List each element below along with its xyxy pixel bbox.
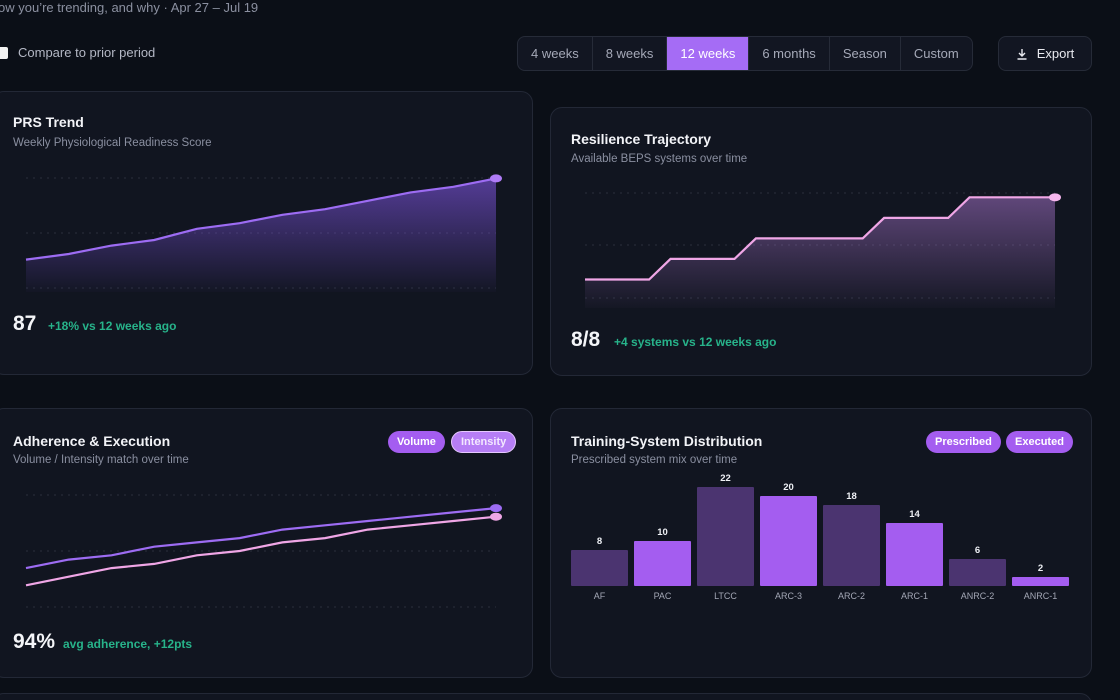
bar-value-anrc-2: 6 [975,545,980,556]
bar-label-arc-3: ARC-3 [775,591,802,601]
adherence-value: 94% [13,630,56,653]
range-8-weeks[interactable]: 8 weeks [593,37,668,70]
bar-pac [634,541,691,586]
adherence-delta: avg adherence, +12pts [63,637,193,651]
bar-arc-2 [823,505,880,586]
legend-prescribed[interactable]: Prescribed [926,431,1001,453]
adherence-endpoint-intensity [490,512,502,521]
compare-toggle[interactable]: Compare to prior period [0,45,155,60]
distribution-chart: 8 AF 10 PAC 22 LTCC 20 ARC-3 18 ARC-2 14 ARC-1 6 ANRC… [571,473,1069,601]
distribution-card: Training-System Distribution Prescribed … [550,408,1092,678]
bar-arc-3 [760,496,817,586]
download-icon [1017,48,1027,60]
bar-arc-1 [886,523,943,586]
bar-anrc-2 [949,559,1006,586]
prs-value: 87 [13,312,37,335]
range-12-weeks[interactable]: 12 weeks [667,37,750,70]
distribution-subtitle: Prescribed system mix over time [571,454,738,466]
prs-trend-card: PRS Trend Weekly Physiological Readiness… [0,91,533,375]
range-6-months[interactable]: 6 months [749,37,830,70]
bar-value-anrc-1: 2 [1038,563,1043,574]
bar-label-arc-2: ARC-2 [838,591,865,601]
bar-value-ltcc: 22 [720,473,731,484]
resilience-card: Resilience Trajectory Available BEPS sys… [550,107,1092,376]
bar-label-anrc-1: ANRC-1 [1024,591,1058,601]
bar-label-anrc-2: ANRC-2 [961,591,995,601]
bar-label-pac: PAC [654,591,672,601]
bar-label-arc-1: ARC-1 [901,591,928,601]
legend-executed[interactable]: Executed [1006,431,1073,453]
bar-value-arc-3: 20 [783,482,794,493]
prs-subtitle: Weekly Physiological Readiness Score [13,137,212,149]
resilience-area [585,197,1055,308]
resilience-chart [584,192,1061,308]
adherence-endpoint-volume [490,504,502,513]
range-selector: 4 weeks 8 weeks 12 weeks 6 months Season… [517,36,973,71]
bar-value-pac: 10 [657,527,668,538]
prs-area [26,178,496,292]
adherence-chart [25,494,502,608]
bar-af [571,550,628,586]
resilience-title: Resilience Trajectory [571,131,712,147]
resilience-line [584,196,1055,281]
bar-label-ltcc: LTCC [714,591,737,601]
bar-value-arc-1: 14 [909,509,920,520]
bar-anrc-1 [1012,577,1069,586]
bar-value-arc-2: 18 [846,491,857,502]
compare-label: Compare to prior period [18,45,156,60]
range-4-weeks[interactable]: 4 weeks [518,37,593,70]
prs-line [25,177,497,261]
adherence-card: Adherence & Execution Volume / Intensity… [0,408,533,678]
range-custom[interactable]: Custom [913,46,959,61]
page-subtitle: ow you’re trending, and why · Apr 27 – J… [0,0,259,15]
range-season[interactable]: Season [830,37,901,70]
bar-value-af: 8 [597,536,602,547]
prs-chart [25,174,502,292]
prs-delta: +18% vs 12 weeks ago [48,319,177,333]
compare-checkbox[interactable] [0,46,8,59]
distribution-title: Training-System Distribution [571,433,763,449]
legend-volume[interactable]: Volume [388,431,445,453]
prs-title: PRS Trend [13,114,84,130]
adherence-title: Adherence & Execution [13,433,171,449]
export-button[interactable]: Export [998,36,1092,71]
prs-endpoint [490,174,502,183]
bar-ltcc [697,487,754,586]
legend-intensity[interactable]: Intensity [451,431,517,453]
adherence-subtitle: Volume / Intensity match over time [13,454,189,466]
adherence-line-intensity [25,515,497,587]
resilience-value: 8/8 [571,328,601,351]
resilience-subtitle: Available BEPS systems over time [571,153,748,165]
export-label: Export [1036,46,1075,61]
bar-label-af: AF [594,591,606,601]
next-card [0,693,1092,700]
resilience-endpoint [1049,193,1061,202]
resilience-delta: +4 systems vs 12 weeks ago [614,335,777,349]
adherence-line-volume [25,507,497,570]
